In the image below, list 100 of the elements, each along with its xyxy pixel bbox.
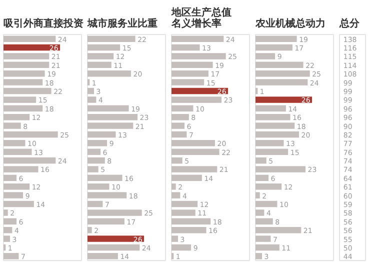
bar (4, 218, 17, 225)
bar (88, 174, 122, 182)
bar (256, 62, 304, 68)
bar (4, 157, 56, 164)
chart-title: 农业机械总动力 (254, 18, 326, 30)
bar (88, 70, 131, 77)
bar (172, 192, 180, 198)
bar (88, 157, 105, 164)
bar (172, 244, 192, 251)
bar (172, 140, 215, 146)
bar (256, 131, 299, 138)
bar (172, 36, 224, 42)
bar (88, 226, 92, 234)
bar (88, 114, 138, 120)
bar (88, 166, 98, 172)
bar (256, 226, 302, 234)
bar (88, 236, 144, 242)
bar (88, 253, 118, 260)
bar (88, 218, 124, 225)
bar (88, 148, 101, 155)
bar (256, 105, 286, 112)
bar (256, 36, 297, 42)
bar (4, 200, 34, 208)
bar (88, 192, 127, 198)
bar (4, 79, 43, 86)
bar (4, 174, 17, 182)
bar (4, 226, 12, 234)
bar (172, 105, 194, 112)
bar (256, 218, 273, 225)
bar (88, 183, 110, 190)
bar (4, 122, 21, 129)
bar (256, 79, 308, 86)
bar (256, 44, 292, 51)
bar (4, 210, 8, 216)
bar (88, 44, 120, 51)
bar (4, 70, 45, 77)
bar (256, 200, 278, 208)
bar (172, 114, 189, 120)
bar (256, 70, 310, 77)
chart-title: 地区生产总值名义增长率 (170, 6, 232, 30)
bar (88, 96, 96, 103)
bar (172, 148, 220, 155)
bar (172, 62, 213, 68)
bar (88, 140, 108, 146)
bar (172, 166, 218, 172)
bar (256, 244, 280, 251)
bar (172, 183, 176, 190)
bar (256, 183, 282, 190)
bar (172, 157, 182, 164)
bar (4, 62, 50, 68)
bar (256, 157, 266, 164)
bar (88, 244, 140, 251)
bar (88, 105, 129, 112)
bar (88, 36, 136, 42)
bar (172, 44, 200, 51)
bar (4, 105, 43, 112)
bar (256, 96, 312, 103)
bar (88, 210, 142, 216)
bar (4, 131, 58, 138)
bar (172, 210, 196, 216)
bar (88, 200, 103, 208)
bar (256, 114, 290, 120)
bar (4, 140, 26, 146)
bar (256, 210, 264, 216)
bar (172, 131, 187, 138)
chart-title: 吸引外商直接投资 (4, 18, 84, 30)
bar (4, 253, 19, 260)
bar (172, 226, 206, 234)
bar (172, 122, 185, 129)
bar (88, 88, 94, 94)
bar (256, 140, 284, 146)
bar (256, 53, 276, 60)
bar (256, 166, 306, 172)
bar (4, 183, 30, 190)
bar (172, 174, 202, 182)
bar (172, 53, 226, 60)
bar (4, 236, 10, 242)
bar (4, 88, 52, 94)
bar (172, 96, 222, 103)
bar (88, 122, 134, 129)
bar (172, 236, 178, 242)
bar (4, 96, 36, 103)
bar (4, 114, 30, 120)
bar (172, 79, 204, 86)
bar (256, 148, 288, 155)
bar (256, 122, 295, 129)
bar (256, 253, 262, 260)
chart-title: 城市服务业比重 (86, 18, 158, 30)
text: 总分 (338, 18, 360, 30)
bar (256, 236, 271, 242)
bar (172, 218, 211, 225)
bar (88, 53, 114, 60)
bar (256, 174, 269, 182)
bar (172, 200, 198, 208)
bar (4, 192, 24, 198)
bar (88, 62, 112, 68)
bar (88, 131, 116, 138)
bar (4, 36, 56, 42)
bar (4, 166, 38, 172)
bar (4, 148, 32, 155)
